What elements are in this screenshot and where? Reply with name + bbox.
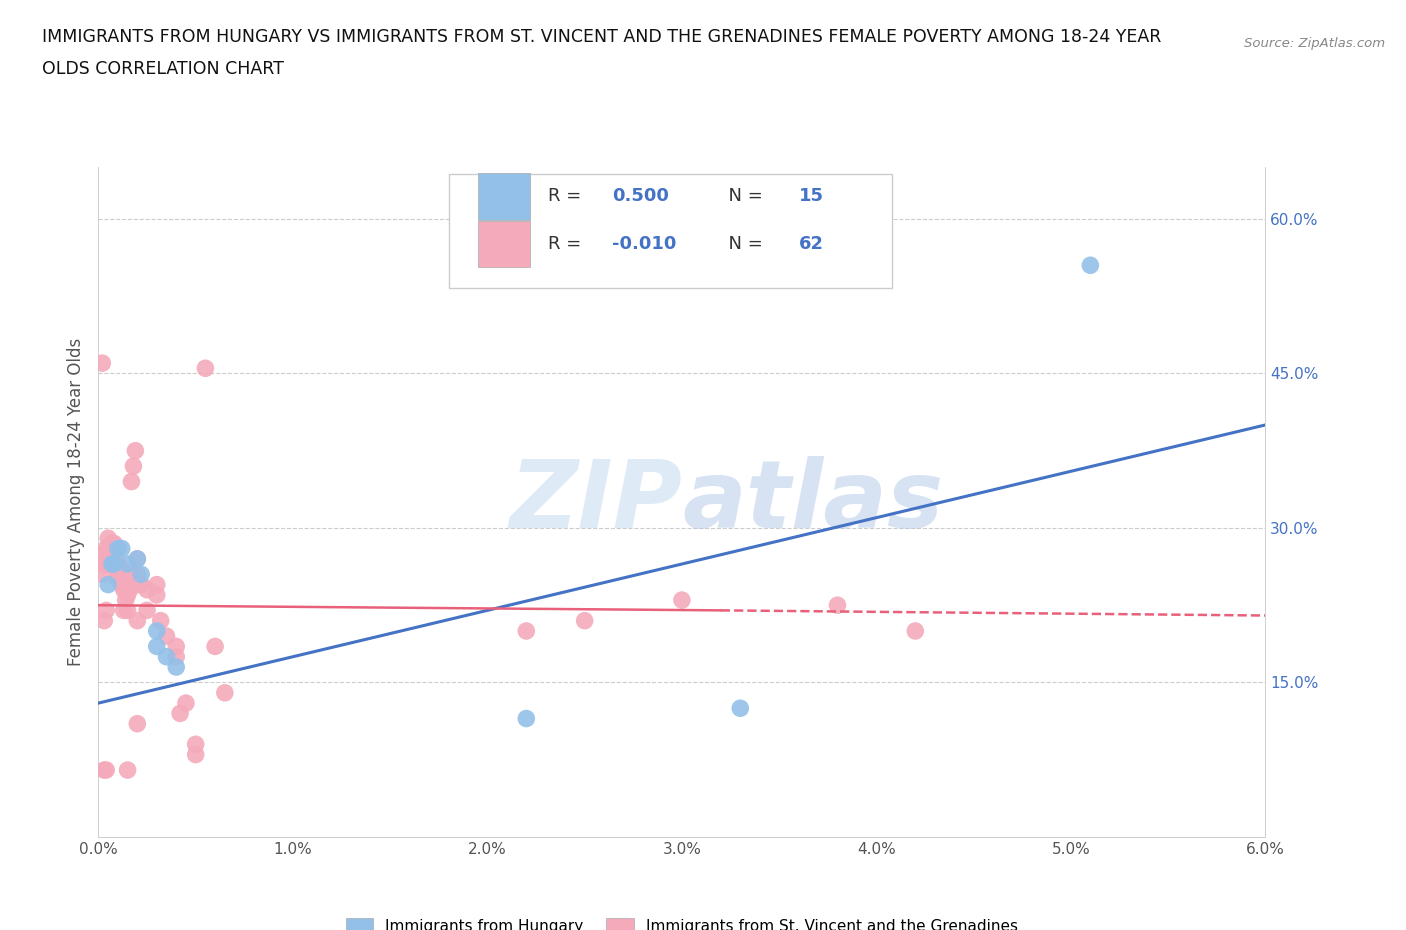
- Point: [97, 578, 120, 592]
- Point: [515, 711, 537, 726]
- Point: [127, 578, 149, 592]
- Point: [111, 567, 134, 582]
- Point: [117, 763, 139, 777]
- Point: [91, 355, 114, 370]
- Point: [730, 701, 752, 716]
- Point: [136, 582, 159, 597]
- Y-axis label: Female Poverty Among 18-24 Year Olds: Female Poverty Among 18-24 Year Olds: [66, 339, 84, 666]
- Point: [93, 613, 115, 628]
- Text: N =: N =: [717, 187, 769, 206]
- Point: [515, 623, 537, 638]
- Point: [165, 649, 187, 664]
- Point: [129, 567, 152, 582]
- Text: IMMIGRANTS FROM HUNGARY VS IMMIGRANTS FROM ST. VINCENT AND THE GRENADINES FEMALE: IMMIGRANTS FROM HUNGARY VS IMMIGRANTS FR…: [42, 28, 1161, 46]
- Point: [107, 556, 129, 571]
- Point: [671, 592, 693, 607]
- Point: [129, 578, 152, 592]
- Point: [127, 551, 149, 566]
- Point: [904, 623, 927, 638]
- Text: ZIP: ZIP: [509, 457, 682, 548]
- Point: [112, 582, 135, 597]
- Point: [96, 541, 118, 556]
- Point: [98, 551, 121, 566]
- Point: [111, 541, 134, 556]
- Point: [97, 531, 120, 546]
- Point: [194, 361, 217, 376]
- Point: [93, 556, 115, 571]
- Point: [146, 588, 169, 603]
- Point: [155, 629, 177, 644]
- Point: [1080, 258, 1102, 272]
- Point: [827, 598, 849, 613]
- Point: [146, 578, 169, 592]
- Point: [103, 536, 125, 551]
- Text: R =: R =: [548, 187, 586, 206]
- Point: [107, 541, 129, 556]
- Point: [136, 603, 159, 618]
- Text: N =: N =: [717, 235, 769, 253]
- Point: [184, 747, 207, 762]
- Text: Source: ZipAtlas.com: Source: ZipAtlas.com: [1244, 37, 1385, 50]
- Point: [122, 458, 145, 473]
- Point: [127, 716, 149, 731]
- Point: [117, 603, 139, 618]
- Bar: [478, 220, 530, 268]
- Point: [107, 567, 129, 582]
- Text: 15: 15: [799, 187, 824, 206]
- Point: [107, 572, 129, 587]
- Point: [174, 696, 197, 711]
- Point: [111, 562, 134, 577]
- Text: 62: 62: [799, 235, 824, 253]
- Point: [101, 556, 124, 571]
- Point: [114, 592, 136, 607]
- Legend: Immigrants from Hungary, Immigrants from St. Vincent and the Grenadines: Immigrants from Hungary, Immigrants from…: [339, 911, 1025, 930]
- Point: [98, 556, 121, 571]
- Point: [127, 613, 149, 628]
- Point: [169, 706, 191, 721]
- Point: [101, 546, 124, 561]
- Point: [165, 639, 187, 654]
- Point: [96, 763, 118, 777]
- Point: [146, 623, 169, 638]
- Point: [214, 685, 236, 700]
- Point: [96, 603, 118, 618]
- Point: [121, 474, 143, 489]
- Point: [127, 551, 149, 566]
- Point: [93, 763, 115, 777]
- Point: [104, 556, 127, 571]
- Point: [91, 567, 114, 582]
- Bar: [478, 173, 530, 219]
- Text: -0.010: -0.010: [612, 235, 676, 253]
- Text: R =: R =: [548, 235, 586, 253]
- Point: [96, 556, 118, 571]
- Point: [155, 649, 177, 664]
- Point: [204, 639, 226, 654]
- Point: [112, 603, 135, 618]
- Point: [103, 556, 125, 571]
- Point: [93, 546, 115, 561]
- Point: [127, 567, 149, 582]
- Point: [149, 613, 172, 628]
- Point: [117, 588, 139, 603]
- Point: [574, 613, 596, 628]
- Point: [165, 659, 187, 674]
- FancyBboxPatch shape: [449, 174, 891, 288]
- Text: OLDS CORRELATION CHART: OLDS CORRELATION CHART: [42, 60, 284, 78]
- Point: [103, 546, 125, 561]
- Point: [184, 737, 207, 751]
- Point: [124, 444, 146, 458]
- Point: [101, 536, 124, 551]
- Point: [121, 567, 143, 582]
- Point: [97, 546, 120, 561]
- Point: [118, 582, 141, 597]
- Text: 0.500: 0.500: [612, 187, 669, 206]
- Point: [117, 556, 139, 571]
- Point: [146, 639, 169, 654]
- Point: [111, 578, 134, 592]
- Text: atlas: atlas: [682, 457, 943, 548]
